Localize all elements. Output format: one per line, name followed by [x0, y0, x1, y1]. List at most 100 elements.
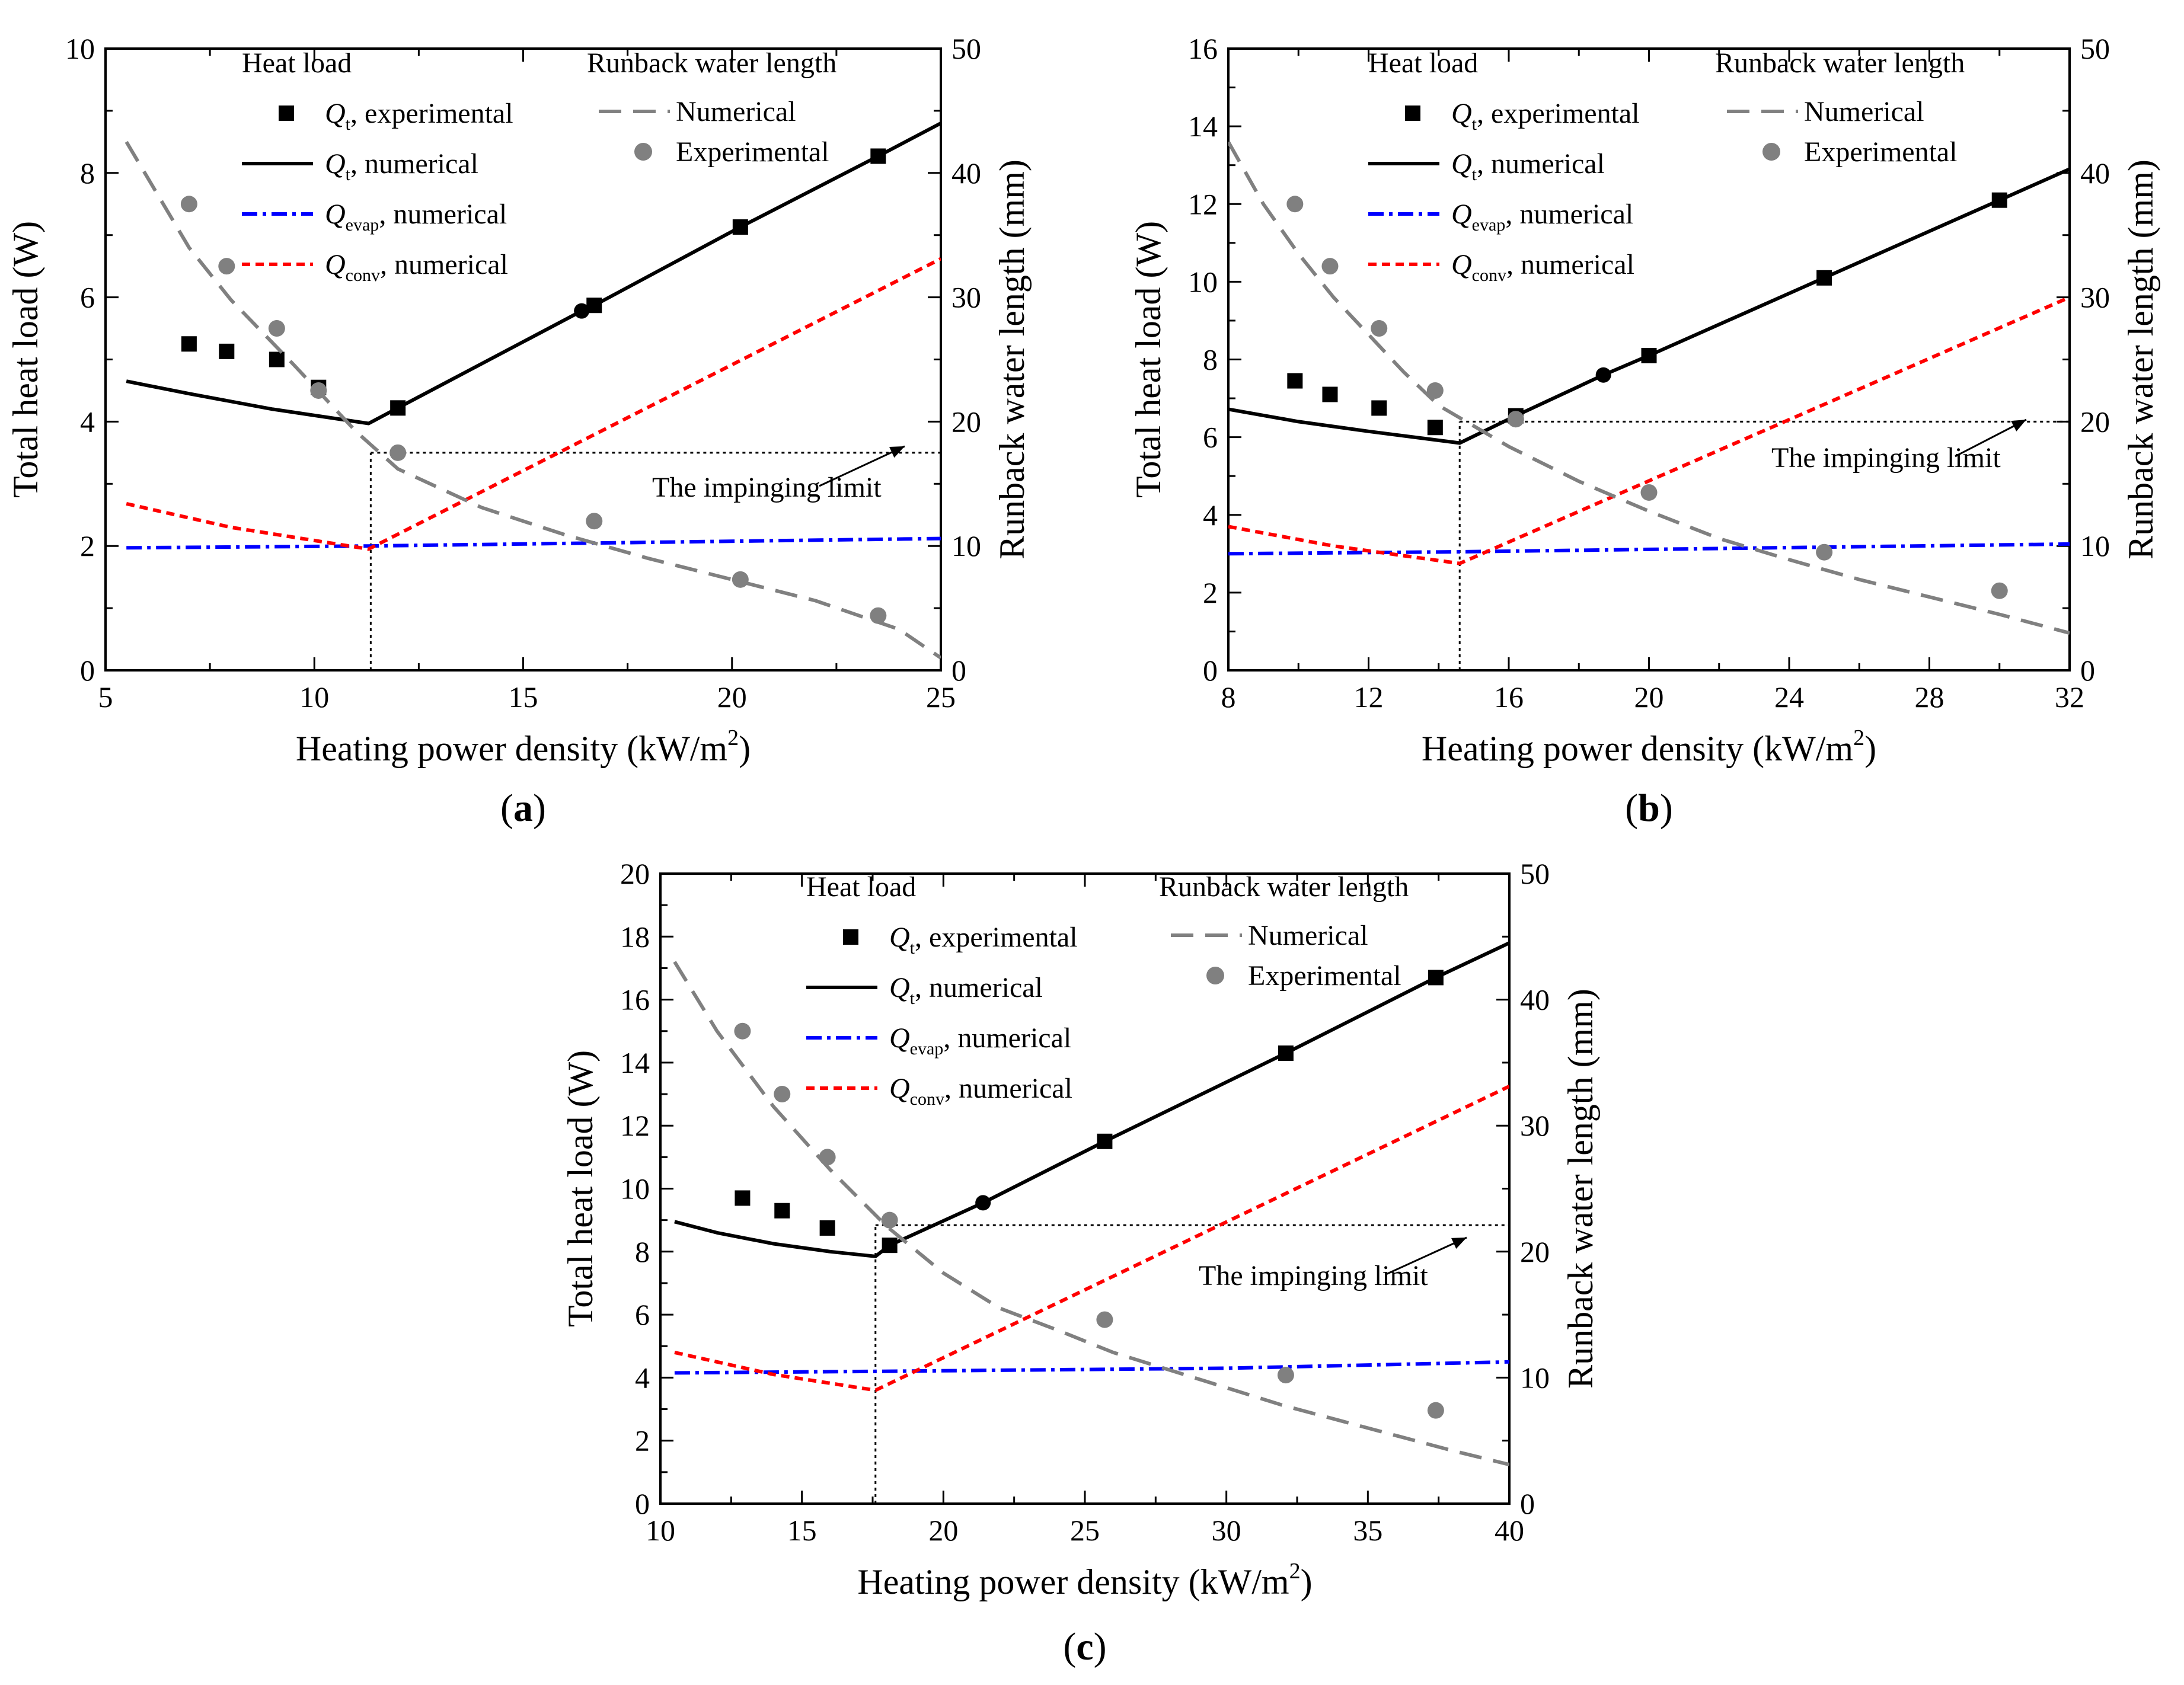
series-line	[126, 122, 941, 426]
y-axis-label: Total heat load (W)	[6, 221, 45, 498]
qt-line-marker-square	[1428, 970, 1444, 986]
y2-tick-label: 50	[2080, 32, 2110, 65]
x-tick-label: 8	[1221, 680, 1236, 714]
series-2	[674, 1360, 1509, 1375]
y-tick-label: 0	[635, 1487, 650, 1520]
legend-qconv-numerical-label: Qconv, numerical	[889, 1073, 1072, 1109]
x-tick-label: 5	[98, 680, 113, 714]
series-3	[1228, 295, 2070, 565]
series-line	[673, 961, 1509, 1467]
legend: Heat load Qt, experimental Qt, numerical Qe…	[806, 871, 1409, 1109]
legend-qevap-numerical-label: Qevap, numerical	[1451, 199, 1633, 235]
runback-experimental-point	[774, 1086, 791, 1103]
plot-area	[124, 122, 941, 670]
qt-experimental-point	[1427, 420, 1443, 436]
panel-label: (a)	[500, 786, 546, 830]
legend-qt-experimental-symbol	[1405, 105, 1420, 121]
y2-tick-label: 10	[2080, 529, 2110, 562]
plot-area	[1228, 140, 2070, 670]
series-0	[1287, 373, 1443, 436]
y-tick-label: 14	[620, 1046, 650, 1079]
y2-tick-label: 30	[951, 281, 981, 314]
legend-runback-title: Runback water length	[1715, 47, 1965, 79]
runback-experimental-point	[1426, 382, 1444, 399]
annotation-arrowhead	[1451, 1238, 1467, 1249]
series-line	[1228, 542, 2070, 556]
x-tick-label: 30	[1212, 1514, 1241, 1547]
y-tick-label: 8	[80, 156, 95, 190]
y-tick-label: 0	[80, 654, 95, 687]
series-line	[674, 1360, 1509, 1375]
legend-runback-numerical-label: Numerical	[1248, 920, 1368, 951]
series-2	[1228, 542, 2070, 556]
y-tick-label: 2	[1203, 576, 1218, 609]
y-tick-label: 6	[635, 1298, 650, 1331]
y2-tick-label: 30	[1520, 1109, 1550, 1142]
x-tick-label: 32	[2055, 680, 2084, 714]
series-line	[126, 536, 941, 550]
x-tick-label: 28	[1915, 680, 1944, 714]
legend-heat-load-title: Heat load	[806, 871, 916, 903]
y-tick-label: 18	[620, 920, 650, 953]
impinging-limit-label: The impinging limit	[1771, 442, 2001, 474]
series-0	[181, 336, 327, 395]
y-tick-label: 10	[1188, 265, 1218, 298]
qt-line-marker-circle	[574, 303, 590, 319]
x-tick-label: 40	[1495, 1514, 1524, 1547]
qt-experimental-point	[1287, 373, 1303, 389]
annotation-arrowhead	[889, 446, 905, 458]
legend-qevap-numerical-label: Qevap, numerical	[889, 1022, 1071, 1059]
qt-experimental-point	[219, 343, 235, 359]
impinging-limit-label: The impinging limit	[652, 472, 882, 503]
y-tick-label: 8	[1203, 343, 1218, 376]
legend-qconv-numerical-label: Qconv, numerical	[1451, 249, 1634, 285]
runback-experimental-point	[389, 444, 407, 461]
series-4	[124, 140, 941, 660]
y-tick-label: 10	[620, 1172, 650, 1206]
runback-experimental-point	[1640, 484, 1658, 501]
y2-axis-label: Runback water length (mm)	[2121, 159, 2160, 559]
runback-experimental-point	[268, 320, 285, 337]
series-4	[1228, 140, 2070, 635]
qt-experimental-point	[1371, 400, 1387, 416]
qt-line-marker-square	[390, 400, 406, 416]
x-tick-label: 20	[928, 1514, 958, 1547]
y-tick-label: 2	[635, 1424, 650, 1457]
y2-tick-label: 0	[2080, 654, 2095, 687]
runback-experimental-point	[1991, 582, 2008, 599]
y2-axis-label: Runback water length (mm)	[1561, 989, 1600, 1389]
legend-runback-numerical-label: Numerical	[676, 96, 796, 127]
legend-heat-load-title: Heat load	[1368, 47, 1478, 79]
legend-qt-numerical-label: Qt, numerical	[889, 972, 1043, 1008]
qt-experimental-point	[735, 1190, 751, 1206]
qt-line-marker-circle	[975, 1195, 991, 1211]
qt-line-marker-square	[1991, 192, 2007, 208]
y-tick-label: 2	[80, 529, 95, 562]
legend-qt-experimental-label: Qt, experimental	[325, 98, 513, 134]
runback-experimental-point	[310, 382, 327, 399]
series-line	[124, 140, 941, 660]
x-tick-label: 25	[926, 680, 956, 714]
y2-tick-label: 10	[951, 529, 981, 562]
y2-tick-label: 50	[951, 32, 981, 65]
x-axis-label: Heating power density (kW/m2)	[857, 1559, 1312, 1601]
series-line	[1228, 140, 2070, 635]
y2-tick-label: 40	[2080, 156, 2110, 190]
legend-runback-title: Runback water length	[1159, 871, 1409, 903]
runback-experimental-point	[1277, 1367, 1294, 1384]
runback-experimental-point	[1371, 320, 1388, 337]
y-tick-label: 0	[1203, 654, 1218, 687]
y-tick-label: 16	[620, 983, 650, 1016]
legend-runback-experimental-label: Experimental	[1248, 960, 1401, 992]
x-tick-label: 24	[1774, 680, 1804, 714]
legend-runback-experimental-label: Experimental	[676, 136, 829, 168]
legend-qt-numerical-label: Qt, numerical	[1451, 148, 1605, 184]
x-tick-label: 12	[1354, 680, 1384, 714]
y-tick-label: 8	[635, 1235, 650, 1268]
runback-experimental-point	[180, 196, 197, 213]
qt-line-marker-square	[882, 1238, 898, 1254]
y-tick-label: 10	[65, 32, 95, 65]
series-3	[674, 1085, 1509, 1392]
